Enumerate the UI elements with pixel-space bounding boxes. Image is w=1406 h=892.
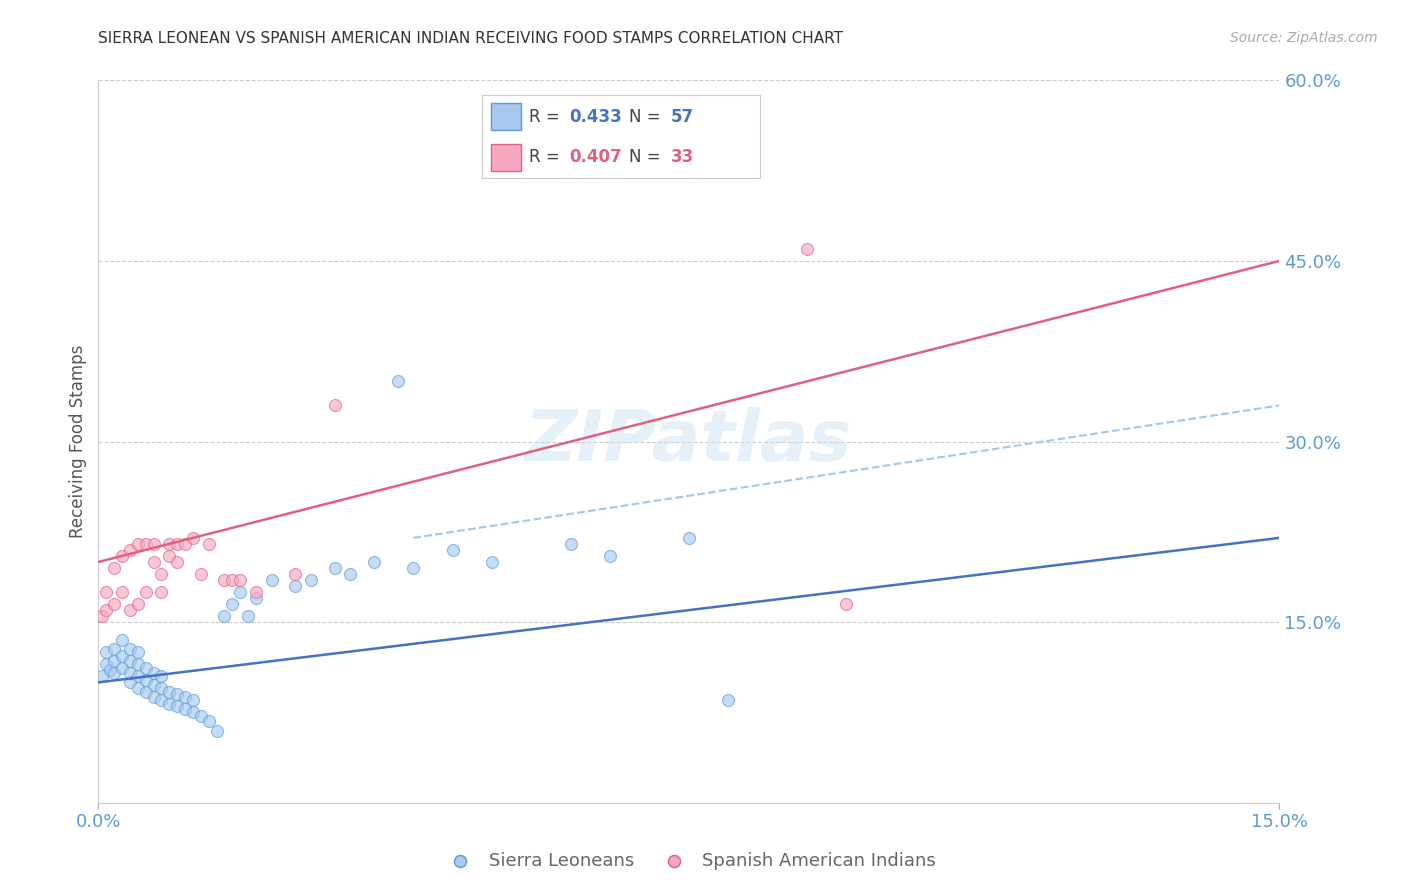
Point bbox=[363, 555, 385, 569]
Point bbox=[111, 633, 134, 648]
Point bbox=[236, 609, 259, 624]
Point bbox=[221, 573, 243, 587]
Point bbox=[142, 555, 165, 569]
Point bbox=[111, 648, 134, 663]
Point bbox=[181, 706, 204, 720]
Point bbox=[166, 537, 188, 551]
Point bbox=[157, 549, 180, 563]
Point bbox=[150, 585, 173, 599]
Point bbox=[174, 690, 197, 704]
Point bbox=[118, 665, 141, 680]
Point bbox=[599, 549, 621, 563]
Point bbox=[127, 657, 149, 672]
Point bbox=[111, 661, 134, 675]
Point bbox=[323, 398, 346, 412]
Point bbox=[284, 579, 307, 593]
Point bbox=[96, 603, 118, 617]
Point bbox=[214, 609, 236, 624]
Point bbox=[103, 561, 125, 575]
Point bbox=[441, 542, 464, 557]
Point bbox=[214, 573, 236, 587]
Point bbox=[103, 654, 125, 668]
Point bbox=[157, 685, 180, 699]
Point bbox=[157, 537, 180, 551]
Point bbox=[181, 531, 204, 545]
Point bbox=[127, 669, 149, 683]
Text: ZIPatlas: ZIPatlas bbox=[526, 407, 852, 476]
Point bbox=[118, 542, 141, 557]
Point bbox=[835, 597, 858, 611]
Point bbox=[127, 645, 149, 659]
Point bbox=[166, 555, 188, 569]
Point bbox=[796, 242, 818, 256]
Point bbox=[174, 702, 197, 716]
Point bbox=[135, 537, 157, 551]
Point bbox=[96, 645, 118, 659]
Point bbox=[142, 678, 165, 692]
Point bbox=[111, 549, 134, 563]
Y-axis label: Receiving Food Stamps: Receiving Food Stamps bbox=[69, 345, 87, 538]
Point bbox=[150, 693, 173, 707]
Point bbox=[229, 573, 252, 587]
Point bbox=[135, 673, 157, 687]
Point bbox=[127, 537, 149, 551]
Point bbox=[245, 591, 267, 605]
Point bbox=[103, 597, 125, 611]
Point bbox=[135, 585, 157, 599]
Point bbox=[91, 669, 114, 683]
Point bbox=[197, 537, 219, 551]
Point bbox=[181, 693, 204, 707]
Point bbox=[96, 585, 118, 599]
Point bbox=[91, 609, 114, 624]
Point bbox=[118, 675, 141, 690]
Point bbox=[96, 657, 118, 672]
Point bbox=[190, 567, 212, 582]
Point bbox=[323, 561, 346, 575]
Text: Source: ZipAtlas.com: Source: ZipAtlas.com bbox=[1230, 31, 1378, 45]
Point bbox=[118, 654, 141, 668]
Point bbox=[127, 681, 149, 696]
Point bbox=[103, 665, 125, 680]
Point bbox=[142, 537, 165, 551]
Point bbox=[118, 641, 141, 656]
Point bbox=[98, 664, 121, 678]
Point bbox=[245, 585, 267, 599]
Point bbox=[260, 573, 283, 587]
Point bbox=[111, 585, 134, 599]
Point bbox=[205, 723, 228, 738]
Point bbox=[339, 567, 361, 582]
Point bbox=[127, 597, 149, 611]
Point bbox=[190, 709, 212, 723]
Point bbox=[402, 561, 425, 575]
Point bbox=[221, 597, 243, 611]
Point bbox=[229, 585, 252, 599]
Point bbox=[103, 641, 125, 656]
Text: SIERRA LEONEAN VS SPANISH AMERICAN INDIAN RECEIVING FOOD STAMPS CORRELATION CHAR: SIERRA LEONEAN VS SPANISH AMERICAN INDIA… bbox=[98, 31, 844, 46]
Point bbox=[142, 690, 165, 704]
Point bbox=[299, 573, 322, 587]
Point bbox=[157, 697, 180, 711]
Point bbox=[387, 374, 409, 388]
Point bbox=[174, 537, 197, 551]
Point bbox=[118, 603, 141, 617]
Point bbox=[166, 699, 188, 714]
Point bbox=[197, 714, 219, 728]
Point bbox=[150, 681, 173, 696]
Legend: Sierra Leoneans, Spanish American Indians: Sierra Leoneans, Spanish American Indian… bbox=[434, 845, 943, 877]
Point bbox=[166, 687, 188, 701]
Point bbox=[284, 567, 307, 582]
Point bbox=[560, 537, 582, 551]
Point bbox=[135, 661, 157, 675]
Point bbox=[150, 567, 173, 582]
Point bbox=[678, 531, 700, 545]
Point bbox=[135, 685, 157, 699]
Point bbox=[717, 693, 740, 707]
Point bbox=[142, 665, 165, 680]
Point bbox=[150, 669, 173, 683]
Point bbox=[481, 555, 503, 569]
